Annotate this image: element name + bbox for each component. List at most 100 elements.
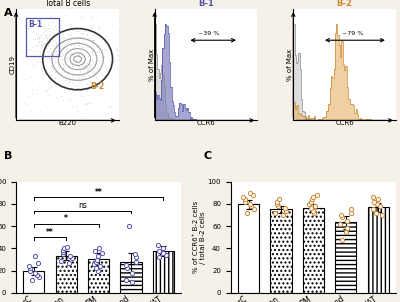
Point <box>32 92 39 97</box>
Point <box>102 23 108 28</box>
Point <box>58 53 64 58</box>
Point <box>86 62 92 67</box>
Point <box>86 58 92 63</box>
Point <box>89 15 96 20</box>
Point <box>314 193 320 198</box>
Point <box>74 108 80 113</box>
Point <box>66 78 72 83</box>
Point <box>58 29 65 34</box>
Point <box>79 44 85 49</box>
Point <box>46 85 52 90</box>
Point <box>35 59 42 63</box>
Point <box>59 41 66 46</box>
Point <box>80 60 86 65</box>
Point <box>47 33 53 38</box>
Point <box>48 73 54 78</box>
Point <box>74 52 80 57</box>
Point <box>42 26 48 31</box>
Point <box>45 49 51 53</box>
Point <box>55 19 62 24</box>
Point <box>48 51 54 56</box>
Point <box>103 76 110 81</box>
Point <box>92 63 98 67</box>
Point <box>75 43 81 48</box>
Point <box>24 102 30 107</box>
Point <box>45 92 51 96</box>
Text: ~79 %: ~79 % <box>342 31 363 36</box>
Point <box>18 71 25 76</box>
Point <box>52 83 59 88</box>
Point <box>76 54 83 59</box>
Point <box>70 72 77 77</box>
Point <box>66 66 73 71</box>
Point <box>272 210 279 215</box>
Point <box>108 54 114 59</box>
Point <box>55 29 61 34</box>
Bar <box>153 251 174 293</box>
Point <box>132 252 138 256</box>
Point <box>36 109 43 114</box>
Point <box>29 87 35 92</box>
Point <box>35 33 41 38</box>
Point <box>40 76 46 80</box>
Point <box>79 44 86 49</box>
Point <box>43 88 50 93</box>
Point <box>59 80 65 85</box>
Point <box>25 26 31 31</box>
Point <box>50 38 56 43</box>
Point <box>76 55 83 60</box>
Point <box>89 49 96 54</box>
Point <box>122 277 129 282</box>
Point <box>55 61 61 66</box>
Point <box>306 201 312 206</box>
Point <box>66 38 72 43</box>
Point <box>68 96 74 101</box>
Point <box>60 62 66 67</box>
Point <box>86 100 92 105</box>
Point <box>48 52 55 57</box>
Point <box>75 85 81 90</box>
Point <box>61 36 68 40</box>
Point <box>71 43 77 48</box>
Point <box>76 61 82 66</box>
Point <box>67 33 74 37</box>
Point <box>87 78 93 83</box>
Point <box>66 37 73 42</box>
Point <box>57 55 64 60</box>
Point <box>68 45 75 50</box>
Point <box>348 207 354 212</box>
Point <box>63 40 70 45</box>
Point <box>96 246 102 251</box>
Point <box>133 259 140 264</box>
Point <box>56 40 63 44</box>
Point <box>92 30 99 35</box>
Point <box>84 72 90 77</box>
Point <box>72 54 78 59</box>
Bar <box>335 222 356 293</box>
Point <box>31 94 37 98</box>
Point <box>344 218 350 223</box>
Point <box>57 30 64 35</box>
Point <box>80 65 86 70</box>
Point <box>95 66 101 71</box>
Point <box>373 210 379 215</box>
Point <box>59 57 66 62</box>
Point <box>38 42 44 47</box>
Point <box>97 264 103 269</box>
Point <box>108 104 114 109</box>
Point <box>76 71 82 76</box>
Point <box>78 53 84 57</box>
Point <box>46 40 53 45</box>
Point <box>146 39 152 43</box>
Point <box>32 36 38 41</box>
Point <box>50 78 56 82</box>
Point <box>46 56 52 60</box>
Point <box>87 69 94 74</box>
Point <box>241 197 248 202</box>
Point <box>22 77 28 82</box>
Point <box>250 193 256 198</box>
Point <box>52 56 58 61</box>
Point <box>77 57 84 62</box>
Point <box>78 34 84 39</box>
Point <box>48 19 55 24</box>
